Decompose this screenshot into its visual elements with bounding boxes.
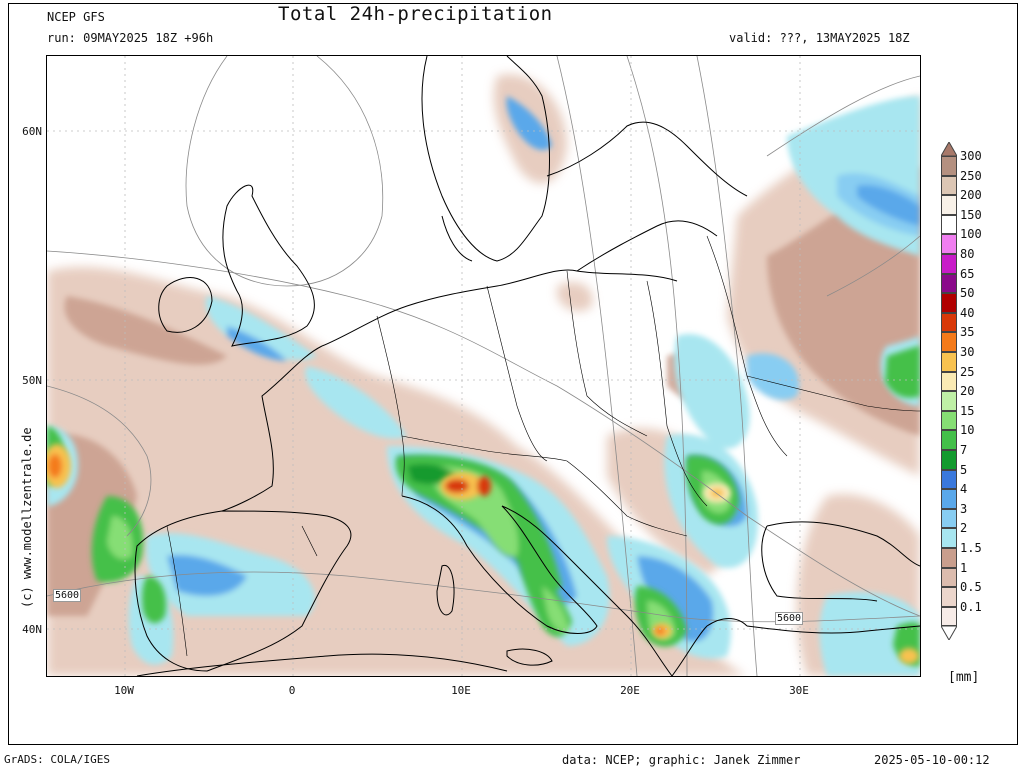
isoline-label: 5600 — [53, 589, 82, 602]
country-borders — [166, 235, 920, 657]
precipitation-map: 5600 5600 — [46, 55, 921, 677]
legend-level-label: 20 — [960, 384, 975, 399]
legend-top-arrow — [941, 142, 957, 156]
legend-swatch — [941, 371, 957, 392]
legend-level-label: 250 — [960, 168, 982, 183]
legend-swatch — [941, 352, 957, 372]
legend-level-label: 200 — [960, 188, 982, 203]
legend-swatch — [941, 587, 957, 607]
legend-swatch — [941, 195, 957, 215]
legend-swatch — [941, 606, 957, 627]
legend-swatch — [941, 156, 957, 176]
legend-swatch — [941, 175, 957, 196]
legend-swatch — [941, 489, 957, 509]
lat-label-50n: 50N — [22, 374, 42, 387]
legend-level-label: 150 — [960, 207, 982, 222]
valid-time: valid: ???, 13MAY2025 18Z — [729, 31, 910, 45]
legend-level-label: 40 — [960, 305, 975, 320]
run-info: run: 09MAY2025 18Z +96h — [47, 31, 214, 45]
legend-swatch — [941, 430, 957, 450]
legend-swatch — [941, 312, 957, 333]
legend-bottom-arrow — [941, 626, 957, 641]
legend-swatch — [941, 273, 957, 294]
isolines — [47, 56, 920, 676]
legend-level-label: 100 — [960, 227, 982, 242]
legend-unit: [mm] — [948, 670, 980, 685]
legend-level-label: 2 — [960, 521, 968, 536]
legend-level-label: 1 — [960, 560, 968, 575]
legend-swatch — [941, 293, 957, 313]
lon-label-0: 0 — [288, 684, 296, 697]
legend-swatch — [941, 548, 957, 568]
legend-swatch — [941, 254, 957, 274]
lon-label-30e: 30E — [789, 684, 809, 697]
isoline-label: 5600 — [775, 612, 804, 625]
map-title: Total 24h-precipitation — [278, 3, 553, 25]
legend-level-label: 7 — [960, 443, 968, 457]
legend-level-label: 25 — [960, 364, 975, 379]
lon-label-10w: 10W — [114, 684, 134, 697]
legend-level-label: 5 — [960, 462, 968, 477]
footer-timestamp: 2025-05-10-00:12 — [874, 753, 990, 767]
legend-level-label: 50 — [960, 286, 975, 301]
lat-label-60n: 60N — [22, 125, 42, 138]
lon-label-20e: 20E — [620, 684, 640, 697]
legend-level-label: 80 — [960, 247, 975, 261]
legend-swatch — [941, 567, 957, 588]
legend-swatch — [941, 469, 957, 490]
legend-level-label: 65 — [960, 266, 975, 281]
legend-level-label: 0.1 — [960, 599, 982, 614]
lon-label-10e: 10E — [451, 684, 471, 697]
legend-swatch — [941, 234, 957, 254]
legend-swatch — [941, 528, 957, 548]
legend-swatch — [941, 450, 957, 470]
footer-software: GrADS: COLA/IGES — [4, 753, 110, 766]
lat-label-40n: 40N — [22, 623, 42, 636]
legend-level-label: 300 — [960, 149, 982, 163]
legend-level-label: 0.5 — [960, 580, 982, 595]
plot-frame — [8, 3, 1018, 745]
model-name: NCEP GFS — [47, 10, 105, 24]
legend-swatch — [941, 410, 957, 431]
legend-swatch — [941, 508, 957, 529]
footer-credits: data: NCEP; graphic: Janek Zimmer — [562, 753, 801, 767]
legend-level-label: 15 — [960, 403, 975, 418]
watermark-text: (c) www.modellzentrale.de — [20, 427, 34, 608]
map-canvas — [47, 56, 920, 676]
precip-intense-spots — [47, 444, 919, 664]
coastlines — [134, 56, 920, 676]
legend-level-label: 1.5 — [960, 541, 982, 555]
legend-level-label: 30 — [960, 345, 975, 359]
legend-level-label: 3 — [960, 501, 968, 516]
legend-swatch — [941, 332, 957, 352]
legend-swatch — [941, 214, 957, 235]
legend-level-label: 35 — [960, 325, 975, 340]
legend-swatch — [941, 391, 957, 411]
legend-level-label: 4 — [960, 482, 968, 497]
legend-level-label: 10 — [960, 423, 975, 438]
